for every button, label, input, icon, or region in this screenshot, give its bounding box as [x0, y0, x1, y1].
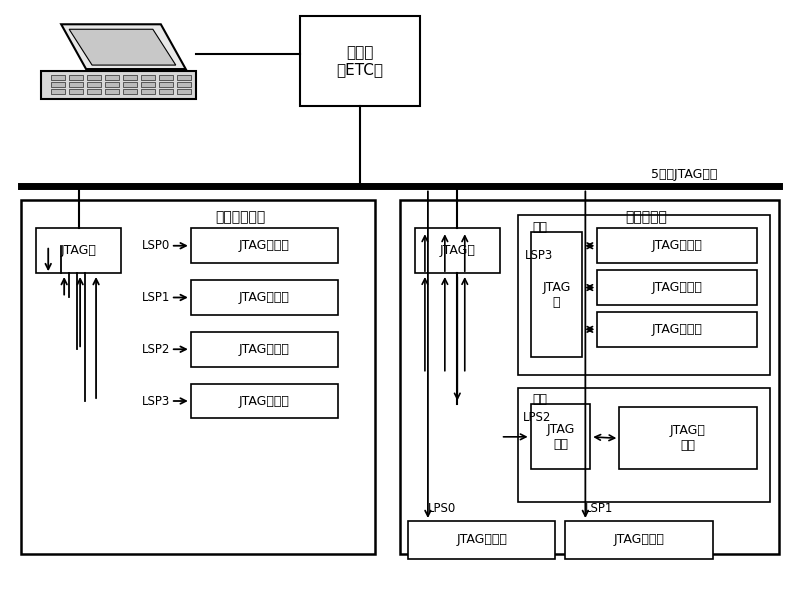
Bar — [69, 82, 83, 87]
Bar — [105, 75, 119, 80]
Bar — [69, 89, 83, 94]
Text: LPS2: LPS2 — [522, 411, 551, 424]
Bar — [518, 388, 770, 502]
Bar — [408, 521, 555, 559]
Polygon shape — [42, 71, 196, 99]
Bar — [177, 89, 190, 94]
Text: JTAG设备链: JTAG设备链 — [239, 343, 290, 356]
Polygon shape — [61, 24, 186, 69]
Text: 不带子卡单板: 不带子卡单板 — [215, 210, 266, 224]
Text: JTAG
桥: JTAG 桥 — [542, 281, 570, 308]
Bar — [190, 280, 338, 315]
Text: JTAG设备链: JTAG设备链 — [239, 239, 290, 252]
Text: 管理板
（ETC）: 管理板 （ETC） — [337, 45, 384, 78]
Text: JTAG设备链: JTAG设备链 — [239, 394, 290, 407]
Bar — [300, 17, 420, 106]
Bar — [69, 75, 83, 80]
Bar — [177, 82, 190, 87]
Text: LSP2: LSP2 — [142, 343, 170, 356]
Bar — [87, 89, 101, 94]
Bar — [51, 75, 65, 80]
Bar — [159, 82, 173, 87]
Text: JTAG设备链: JTAG设备链 — [239, 291, 290, 304]
Text: LPS0: LPS0 — [428, 503, 456, 516]
Bar — [190, 332, 338, 366]
Bar — [36, 229, 121, 273]
Bar — [123, 89, 137, 94]
Bar — [415, 229, 500, 273]
Text: 子卡: 子卡 — [532, 393, 547, 406]
Bar — [87, 82, 101, 87]
Bar — [598, 229, 757, 263]
Bar — [400, 201, 778, 554]
Bar — [530, 404, 590, 469]
Bar — [141, 89, 155, 94]
Text: JTAG桥: JTAG桥 — [439, 244, 475, 257]
Bar — [190, 229, 338, 263]
Bar — [177, 75, 190, 80]
Bar — [105, 89, 119, 94]
Bar — [51, 82, 65, 87]
Bar — [518, 215, 770, 375]
Text: 5线制JTAG总线: 5线制JTAG总线 — [651, 168, 717, 181]
Text: JTAG设备链: JTAG设备链 — [651, 323, 702, 336]
Bar — [123, 82, 137, 87]
Bar — [159, 89, 173, 94]
Bar — [22, 201, 375, 554]
Bar — [105, 82, 119, 87]
Text: LSP3: LSP3 — [525, 249, 553, 262]
Polygon shape — [69, 29, 176, 65]
Bar — [619, 407, 757, 469]
Bar — [87, 75, 101, 80]
Bar — [598, 312, 757, 347]
Bar — [530, 232, 582, 357]
Text: JTAG桥: JTAG桥 — [61, 244, 97, 257]
Bar — [598, 270, 757, 305]
Bar — [123, 75, 137, 80]
Text: JTAG设备链: JTAG设备链 — [651, 281, 702, 294]
Text: JTAG设
备链: JTAG设 备链 — [670, 424, 706, 452]
Text: JTAG设备链: JTAG设备链 — [456, 533, 507, 546]
Bar — [190, 384, 338, 419]
Bar — [51, 89, 65, 94]
Text: JTAG设备链: JTAG设备链 — [614, 533, 665, 546]
Text: LSP0: LSP0 — [142, 239, 170, 252]
Text: LSP1: LSP1 — [142, 291, 170, 304]
Text: JTAG设备链: JTAG设备链 — [651, 239, 702, 252]
Bar — [141, 75, 155, 80]
Text: LSP1: LSP1 — [586, 503, 614, 516]
Bar — [141, 82, 155, 87]
Text: JTAG
驱动: JTAG 驱动 — [546, 423, 574, 451]
Text: 子卡: 子卡 — [532, 221, 547, 234]
Text: 带子卡单板: 带子卡单板 — [626, 210, 667, 224]
Bar — [159, 75, 173, 80]
Bar — [566, 521, 713, 559]
Text: LSP3: LSP3 — [142, 394, 170, 407]
